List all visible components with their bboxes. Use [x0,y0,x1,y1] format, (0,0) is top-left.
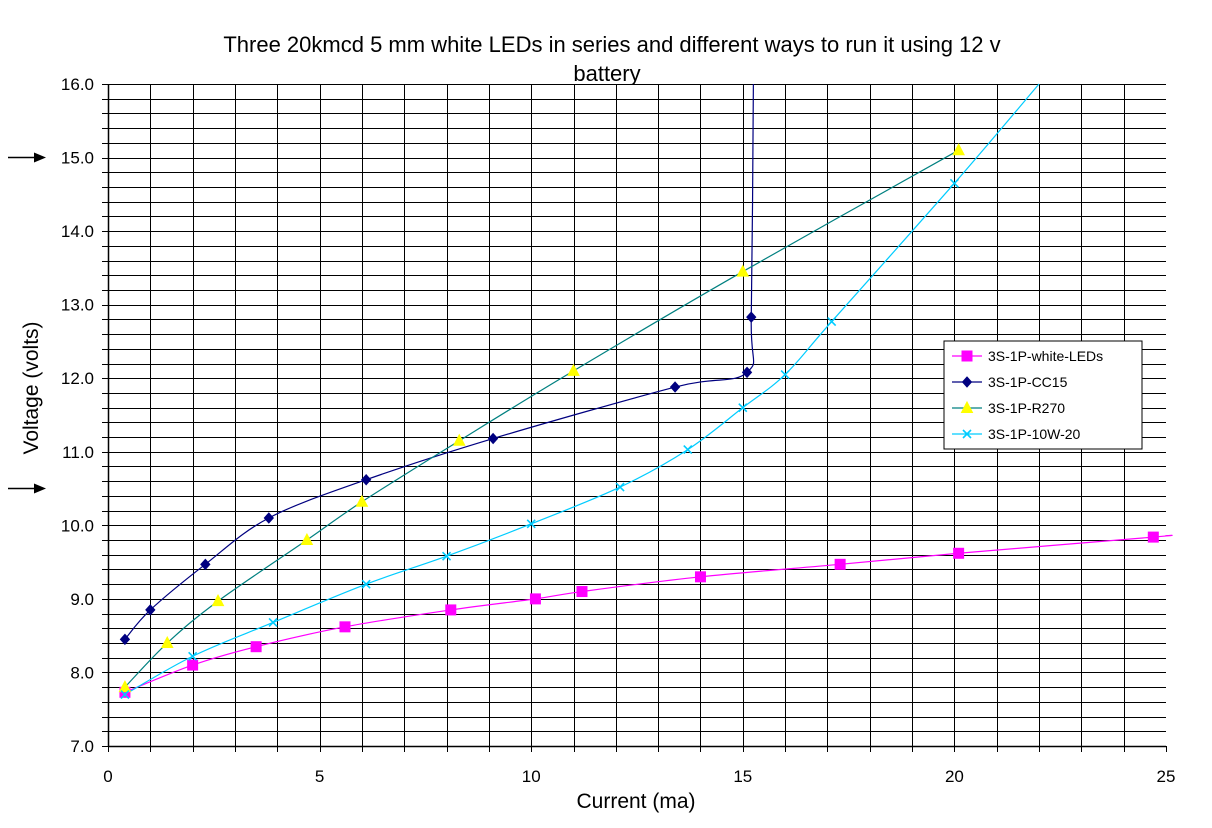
data-point [250,641,262,653]
legend-label: 3S-1P-10W-20 [988,426,1081,442]
data-point [780,369,790,380]
x-axis-label: Current (ma) [576,790,695,813]
chart-title-line1: Three 20kmcd 5 mm white LEDs in series a… [223,32,1000,57]
data-point [567,363,580,376]
data-point [355,494,369,507]
data-point [526,519,536,529]
legend-label: 3S-1P-white-LEDs [988,348,1103,364]
data-point [487,432,499,445]
legend-label: 3S-1P-R270 [988,400,1065,416]
x-tick-labels: 0 5 10 15 20 25 [103,767,1175,786]
data-point [120,689,130,700]
data-point [452,433,466,446]
series-markers [118,143,1159,700]
data-point [949,178,959,188]
data-point [360,473,372,486]
data-point [187,659,199,671]
data-point [952,143,965,156]
data-point [300,532,314,546]
data-point [953,547,965,559]
x-tick-label: 0 [103,767,112,786]
data-point [669,381,681,393]
data-point [694,571,706,583]
y-tick-label: 16.0 [61,75,94,94]
data-point [263,512,274,524]
arrow-markers [8,152,46,494]
y-tick-label: 12.0 [61,369,94,388]
axes [102,84,1167,752]
y-tick-label: 15.0 [61,149,94,168]
y-tick-label: 8.0 [70,663,94,682]
data-point [576,586,588,598]
data-point [211,594,225,607]
y-tick-label: 10.0 [61,516,94,535]
data-point [361,579,371,589]
chart-title-line2: battery [573,61,640,86]
arrow-head [34,483,46,494]
data-point [441,551,452,561]
legend-label: 3S-1P-CC15 [988,374,1068,390]
y-tick-labels: 7.0 8.0 9.0 10.0 11.0 12.0 13.0 14.0 15.0 16.0 [61,75,94,756]
grid-lines [108,84,1166,747]
data-point [746,311,757,323]
x-tick-label: 20 [945,767,964,786]
x-tick-label: 10 [522,767,541,786]
x-tick-label: 25 [1157,767,1176,786]
legend-marker [961,350,973,362]
data-point [615,482,625,492]
data-point [529,593,541,605]
x-tick-label: 5 [315,767,324,786]
data-point [827,317,837,327]
data-point [118,680,132,693]
y-tick-label: 7.0 [70,737,94,756]
y-tick-label: 11.0 [62,443,94,462]
data-point [741,366,753,379]
data-point [200,558,211,571]
data-point [145,604,156,616]
legend-box [943,340,1143,450]
data-point [738,403,748,413]
data-point [188,651,198,661]
data-point [160,635,174,649]
data-point [445,604,457,616]
data-point [834,558,846,570]
data-point [736,264,750,277]
legend-marker [961,376,973,388]
legend-marker [962,429,972,439]
data-point [339,621,351,633]
y-tick-label: 9.0 [70,590,94,609]
legend-marker [960,400,974,413]
data-point [683,445,693,455]
y-tick-label: 13.0 [61,296,94,315]
x-tick-label: 15 [733,767,752,786]
data-point [119,633,131,646]
data-point [268,617,278,627]
legend: 3S-1P-white-LEDs 3S-1P-CC15 3S-1P-R270 3S-1… [943,340,1143,450]
y-axis-label: Voltage (volts) [20,321,43,454]
arrow-head [34,152,46,163]
data-point [1147,531,1159,543]
y-tick-label: 14.0 [61,222,94,241]
